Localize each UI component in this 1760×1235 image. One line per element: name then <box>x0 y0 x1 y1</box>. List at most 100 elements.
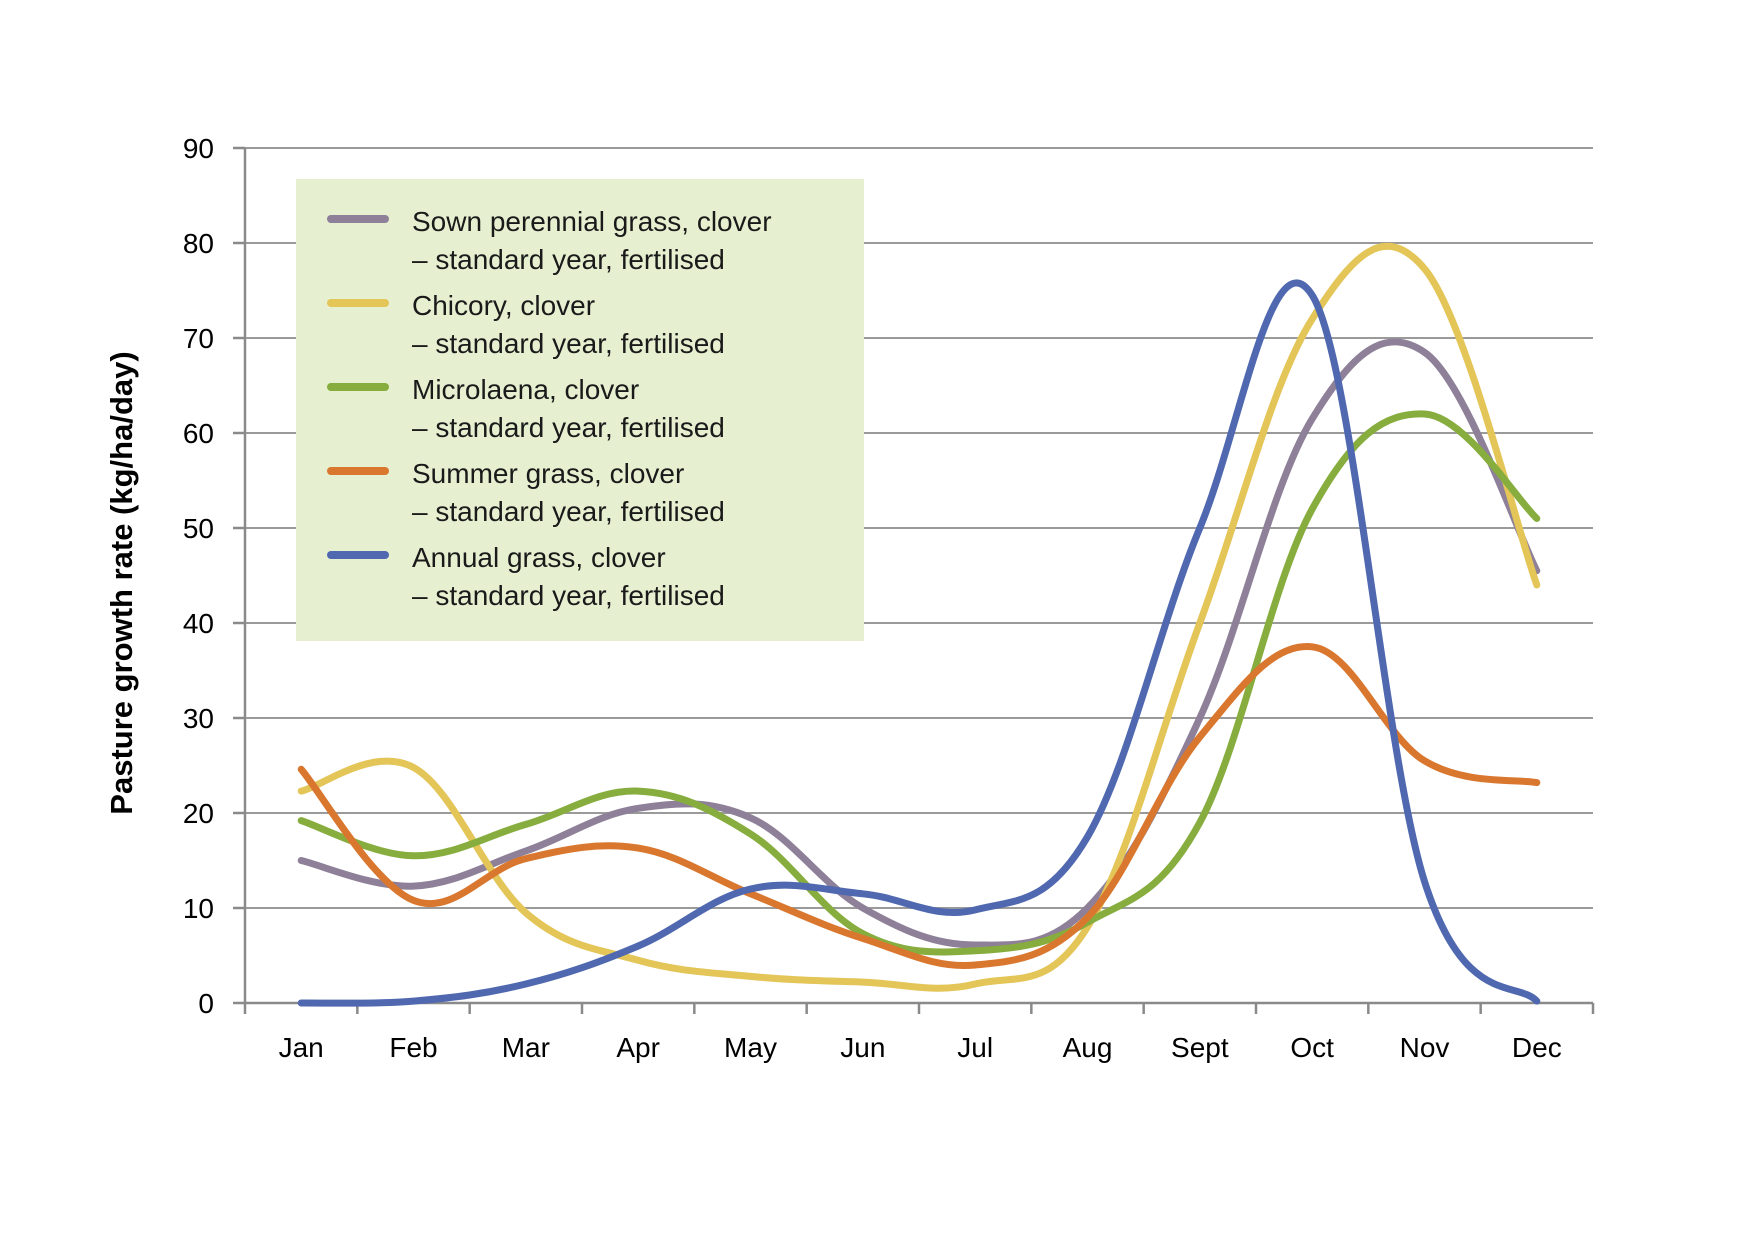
data-point <box>749 816 752 819</box>
data-point <box>974 983 977 985</box>
legend-sublabel: – standard year, fertilised <box>412 496 725 527</box>
y-tick-label: 40 <box>183 608 214 639</box>
data-point <box>300 1002 303 1004</box>
x-tick-label: Jun <box>840 1032 885 1063</box>
data-point <box>524 823 527 826</box>
data-point <box>637 959 640 962</box>
data-point <box>412 899 415 902</box>
y-tick-label: 90 <box>183 133 214 164</box>
x-tick-label: Apr <box>616 1032 660 1063</box>
data-point <box>300 819 303 822</box>
data-point <box>1086 916 1089 919</box>
data-point <box>412 1000 415 1003</box>
legend-sublabel: – standard year, fertilised <box>412 580 725 611</box>
data-point <box>1311 294 1314 297</box>
y-tick-label: 80 <box>183 228 214 259</box>
series-line-4 <box>297 643 1541 970</box>
data-point <box>524 850 527 852</box>
data-point <box>1311 417 1314 420</box>
data-point <box>861 937 864 940</box>
data-point <box>974 964 977 966</box>
y-tick-label: 20 <box>183 798 214 829</box>
data-point <box>1086 835 1089 838</box>
y-tick-label: 10 <box>183 893 214 924</box>
y-tick-label: 50 <box>183 513 214 544</box>
data-point <box>1423 267 1426 270</box>
data-point <box>300 859 303 862</box>
y-tick-label: 60 <box>183 418 214 449</box>
data-point <box>1311 508 1314 510</box>
legend-sublabel: – standard year, fertilised <box>412 328 725 359</box>
data-point <box>1423 880 1426 883</box>
y-axis-title: Pasture growth rate (kg/ha/day) <box>104 351 139 814</box>
x-tick-label: Sept <box>1171 1032 1229 1063</box>
legend-background <box>296 179 864 641</box>
legend-label: Microlaena, clover <box>412 374 639 405</box>
data-point <box>412 854 415 857</box>
data-point <box>412 766 415 769</box>
data-point <box>1198 821 1201 824</box>
data-point <box>749 888 752 890</box>
data-point <box>1198 527 1201 529</box>
data-point <box>974 944 977 947</box>
data-point <box>1535 569 1538 572</box>
data-point <box>861 907 864 909</box>
data-point <box>1423 759 1426 762</box>
data-point <box>637 790 640 793</box>
data-point <box>1423 351 1426 354</box>
legend-sublabel: – standard year, fertilised <box>412 244 725 275</box>
data-point <box>524 983 527 985</box>
data-point <box>300 768 303 771</box>
data-point <box>412 885 415 888</box>
data-point <box>1535 584 1538 586</box>
legend-label: Sown perennial grass, clover <box>412 206 772 237</box>
data-point <box>524 857 527 860</box>
x-tick-label: Mar <box>502 1032 550 1063</box>
series-lines <box>297 242 1541 1007</box>
data-point <box>524 911 527 914</box>
data-point <box>1535 1000 1538 1003</box>
legend-label: Summer grass, clover <box>412 458 684 489</box>
legend: Sown perennial grass, clover – standard y… <box>296 179 864 641</box>
data-point <box>861 981 864 984</box>
axes <box>233 146 1595 1014</box>
data-point <box>637 847 640 850</box>
data-point <box>1535 517 1538 520</box>
y-tick-label: 30 <box>183 703 214 734</box>
data-point <box>749 975 752 978</box>
x-tick-label: May <box>724 1032 777 1063</box>
series-line-5 <box>297 279 1541 1007</box>
x-tick-label: Nov <box>1400 1032 1450 1063</box>
data-point <box>1198 736 1201 738</box>
legend-label: Chicory, clover <box>412 290 595 321</box>
x-tick-label: Jul <box>957 1032 993 1063</box>
data-point <box>1086 907 1089 909</box>
data-point <box>749 892 752 895</box>
y-tick-label: 70 <box>183 323 214 354</box>
y-tick-label: 0 <box>198 988 214 1019</box>
x-tick-label: Jan <box>279 1032 324 1063</box>
data-point <box>861 892 864 895</box>
x-tick-labels: Jan Feb Mar Apr May Jun Jul Aug Sept Oct Nov Dec <box>279 1032 1562 1063</box>
data-point <box>1198 717 1201 719</box>
legend-label: Annual grass, clover <box>412 542 666 573</box>
x-tick-label: Dec <box>1512 1032 1562 1063</box>
data-point <box>1311 645 1314 648</box>
data-point <box>637 945 640 947</box>
data-point <box>861 932 864 935</box>
data-point <box>300 790 303 793</box>
x-tick-label: Oct <box>1290 1032 1334 1063</box>
legend-sublabel: – standard year, fertilised <box>412 412 725 443</box>
data-point <box>1535 781 1538 784</box>
data-point <box>637 807 640 810</box>
x-tick-label: Feb <box>389 1032 437 1063</box>
data-point <box>749 832 752 835</box>
y-tick-labels: 0 10 20 30 40 50 60 70 80 90 <box>183 133 214 1019</box>
data-point <box>1311 318 1314 320</box>
data-point <box>974 949 977 952</box>
data-point <box>974 908 977 911</box>
x-tick-label: Aug <box>1063 1032 1113 1063</box>
data-point <box>1423 413 1426 415</box>
data-point <box>1198 622 1201 624</box>
